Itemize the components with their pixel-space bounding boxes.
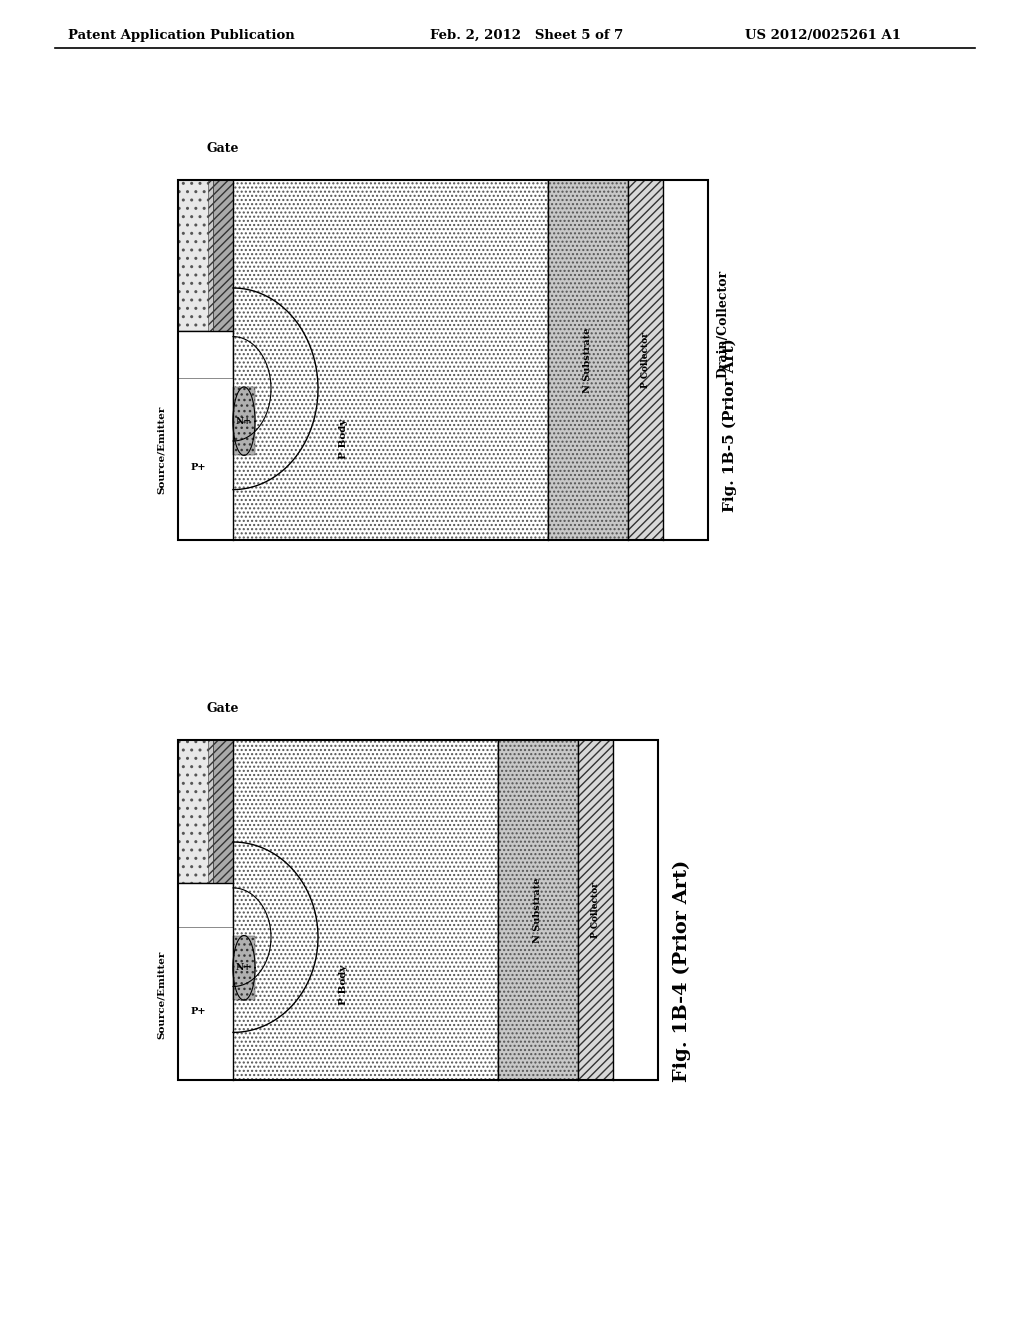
Text: N Substrate: N Substrate [534, 878, 543, 942]
Text: Source/Emitter: Source/Emitter [157, 950, 166, 1039]
Bar [213, 741, 233, 883]
Bar [178, 180, 708, 540]
Text: P Collector: P Collector [591, 882, 600, 939]
Bar [178, 741, 658, 1080]
Bar [233, 180, 548, 540]
Bar [663, 180, 708, 540]
Text: N+: N+ [237, 964, 252, 973]
Bar [578, 741, 613, 1080]
Bar [233, 387, 255, 455]
Text: P Body: P Body [339, 965, 347, 1005]
Text: P Collector: P Collector [641, 333, 650, 388]
Bar [208, 180, 213, 331]
Bar [233, 936, 255, 1001]
Bar [208, 741, 213, 883]
Polygon shape [233, 936, 255, 1001]
Bar [178, 927, 233, 1080]
Bar [498, 741, 578, 1080]
Text: N+: N+ [237, 417, 252, 425]
Bar [178, 741, 233, 883]
Text: Fig. 1B-5 (Prior Art): Fig. 1B-5 (Prior Art) [723, 338, 737, 512]
Text: N Substrate: N Substrate [584, 327, 593, 393]
Text: Gate: Gate [207, 143, 240, 154]
Text: P+: P+ [190, 463, 206, 473]
Bar [233, 741, 498, 1080]
Text: Gate: Gate [207, 702, 240, 715]
Polygon shape [233, 387, 255, 455]
Text: Patent Application Publication: Patent Application Publication [68, 29, 295, 41]
Text: Source/Emitter: Source/Emitter [157, 405, 166, 494]
Text: Fig. 1B-4 (Prior Art): Fig. 1B-4 (Prior Art) [673, 861, 691, 1082]
Text: P+: P+ [190, 1007, 206, 1016]
Text: Feb. 2, 2012   Sheet 5 of 7: Feb. 2, 2012 Sheet 5 of 7 [430, 29, 624, 41]
Bar [178, 180, 233, 331]
Text: Drain/Collector: Drain/Collector [716, 269, 729, 378]
Bar [178, 741, 658, 1080]
Bar [178, 378, 233, 540]
Bar [178, 180, 708, 540]
Bar [213, 180, 233, 331]
Text: US 2012/0025261 A1: US 2012/0025261 A1 [745, 29, 901, 41]
Text: P Body: P Body [339, 418, 347, 459]
Bar [628, 180, 663, 540]
Bar [548, 180, 628, 540]
